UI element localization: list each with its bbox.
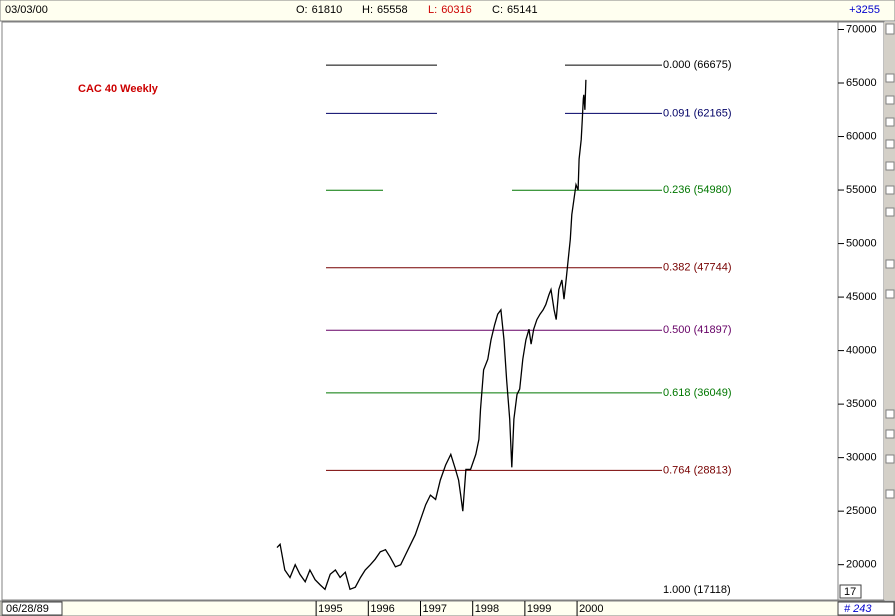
record-label: # 243 xyxy=(844,603,872,615)
ohlc-item: C: 65141 xyxy=(492,4,538,16)
x-tick-label: 1996 xyxy=(370,603,394,615)
y-tick-label: 55000 xyxy=(846,184,877,196)
ohlc-label: L: xyxy=(428,4,437,16)
y-tick-label: 50000 xyxy=(846,237,877,249)
price-line xyxy=(276,79,587,591)
y-tick-label: 40000 xyxy=(846,345,877,357)
footer-bar xyxy=(0,600,895,616)
scroll-button xyxy=(885,207,895,217)
y-tick-label: 70000 xyxy=(846,23,877,35)
scroll-button xyxy=(885,454,895,464)
scroll-button xyxy=(885,259,895,269)
scroll-button xyxy=(885,73,895,83)
y-tick-label: 35000 xyxy=(846,398,877,410)
scroll-button xyxy=(885,489,895,499)
fib-label: 0.236 (54980) xyxy=(663,184,732,196)
ohlc-value: 65558 xyxy=(377,4,408,16)
ohlc-item: L: 60316 xyxy=(428,4,472,16)
ohlc-item: H: 65558 xyxy=(362,4,408,16)
fib-label: 0.764 (28813) xyxy=(663,464,732,476)
header-bar xyxy=(0,0,895,22)
y-tick-label: 20000 xyxy=(846,559,877,571)
ohlc-value: 60316 xyxy=(441,4,472,16)
fib-label: 0.382 (47744) xyxy=(663,262,732,274)
scroll-button xyxy=(885,161,895,171)
x-tick-label: 2000 xyxy=(579,603,603,615)
start-date: 06/28/89 xyxy=(6,603,49,615)
start-date-box xyxy=(1,601,63,616)
y-tick-label: 60000 xyxy=(846,130,877,142)
y-tick-label: 65000 xyxy=(846,77,877,89)
corner-box xyxy=(839,584,862,599)
scroll-button xyxy=(885,117,895,127)
price-axis xyxy=(837,21,885,601)
scroll-button xyxy=(885,139,895,149)
x-tick-label: 1999 xyxy=(527,603,551,615)
x-tick-label: 1995 xyxy=(318,603,342,615)
chart-title: CAC 40 Weekly xyxy=(78,83,159,95)
scroll-button xyxy=(885,95,895,105)
change: +3255 xyxy=(849,4,880,16)
ohlc-label: O: xyxy=(296,4,308,16)
scroll-button xyxy=(885,23,895,35)
fib-label: 1.000 (17118) xyxy=(663,584,731,596)
ohlc-value: 61810 xyxy=(312,4,343,16)
scroll-button xyxy=(885,429,895,439)
y-tick-label: 45000 xyxy=(846,291,877,303)
scrollbar[interactable] xyxy=(884,22,895,600)
record-box xyxy=(837,601,895,616)
fib-label: 0.000 (66675) xyxy=(663,59,732,71)
x-tick-label: 1998 xyxy=(475,603,499,615)
ohlc-value: 65141 xyxy=(507,4,538,16)
scroll-button xyxy=(885,409,895,419)
x-tick-label: 1997 xyxy=(423,603,447,615)
corner-label: 17 xyxy=(844,586,856,598)
ohlc-label: C: xyxy=(492,4,503,16)
ohlc-label: H: xyxy=(362,4,373,16)
plot-area xyxy=(1,21,839,601)
fib-label: 0.500 (41897) xyxy=(663,324,732,336)
scroll-button xyxy=(885,185,895,195)
ohlc-item: O: 61810 xyxy=(296,4,342,16)
fib-label: 0.618 (36049) xyxy=(663,387,732,399)
y-tick-label: 25000 xyxy=(846,505,877,517)
fib-label: 0.091 (62165) xyxy=(663,107,732,119)
scroll-button xyxy=(885,289,895,299)
date: 03/03/00 xyxy=(5,4,48,16)
y-tick-label: 30000 xyxy=(846,452,877,464)
